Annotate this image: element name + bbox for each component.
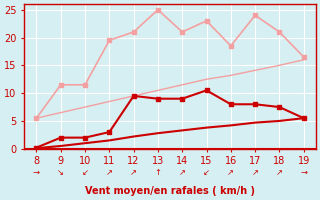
- Text: ↗: ↗: [106, 168, 113, 177]
- Text: ↙: ↙: [82, 168, 89, 177]
- Text: ↘: ↘: [57, 168, 64, 177]
- X-axis label: Vent moyen/en rafales ( km/h ): Vent moyen/en rafales ( km/h ): [85, 186, 255, 196]
- Text: →: →: [33, 168, 40, 177]
- Text: ↗: ↗: [227, 168, 234, 177]
- Text: ↗: ↗: [276, 168, 283, 177]
- Text: ↑: ↑: [155, 168, 161, 177]
- Text: ↗: ↗: [130, 168, 137, 177]
- Text: →: →: [300, 168, 307, 177]
- Text: ↙: ↙: [203, 168, 210, 177]
- Text: ↗: ↗: [179, 168, 186, 177]
- Text: ↗: ↗: [252, 168, 259, 177]
